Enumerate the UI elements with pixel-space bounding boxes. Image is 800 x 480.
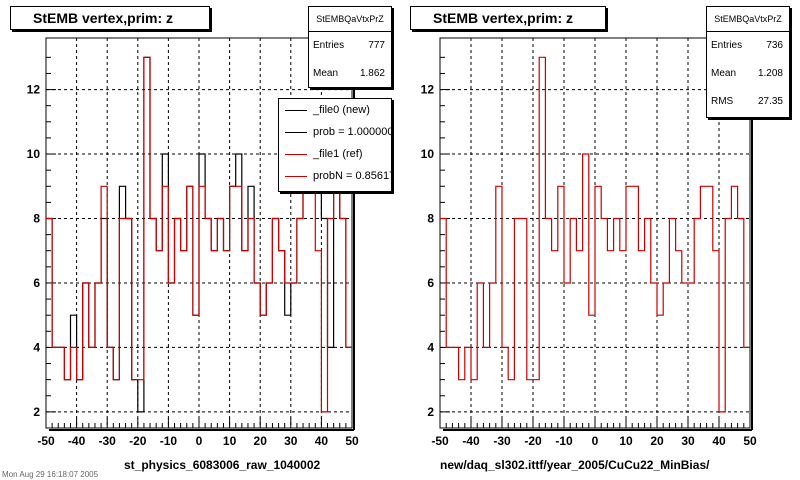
right-stats-entries: Entries 736 (711, 40, 783, 51)
x-tick-label: 0 (196, 434, 203, 448)
x-tick-label: 50 (743, 434, 757, 448)
x-tick-label: 30 (681, 434, 695, 448)
y-tick-label: 12 (27, 83, 41, 97)
legend-entry-prob: prob = 1.000000 (279, 121, 391, 143)
right-stats-box: StEMBQaVtxPrZ Entries 736 Mean 1.208 RMS 27… (706, 6, 790, 118)
x-tick-label: -20 (129, 434, 147, 448)
y-tick-label: 2 (427, 405, 434, 419)
x-tick-label: -50 (431, 434, 449, 448)
x-tick-label: -40 (68, 434, 86, 448)
histogram-ref-line (440, 56, 750, 413)
y-tick-label: 6 (427, 276, 434, 290)
x-tick-label: -20 (524, 434, 542, 448)
x-tick-label: -50 (37, 434, 55, 448)
histogram-ref-line (46, 56, 352, 413)
left-plot-title: StEMB vertex,prim: z (10, 6, 210, 30)
right-stats-mean: Mean 1.208 (711, 68, 783, 79)
left-x-axis-title: st_physics_6083006_raw_1040002 (124, 458, 321, 472)
x-tick-label: 0 (592, 434, 599, 448)
x-tick-label: 50 (345, 434, 359, 448)
y-tick-label: 4 (427, 340, 434, 354)
right-histogram-panel: -50 -40 -30 -20 -10 0 10 20 30 40 50 2 4 6 8 10 12 (421, 37, 757, 448)
x-tick-label: 30 (284, 434, 298, 448)
x-tick-label: 40 (712, 434, 726, 448)
left-stats-mean: Mean 1.862 (313, 68, 385, 79)
x-tick-label: 10 (619, 434, 633, 448)
left-legend: _file0 (new) prob = 1.000000 _file1 (ref… (278, 98, 392, 192)
y-tick-label: 8 (33, 211, 40, 225)
timestamp-footer: Mon Aug 29 16:18:07 2005 (2, 470, 99, 479)
y-tick-label: 12 (421, 83, 435, 97)
y-tick-label: 4 (33, 340, 40, 354)
x-tick-label: 40 (315, 434, 329, 448)
y-tick-label: 6 (33, 276, 40, 290)
x-tick-label: -10 (555, 434, 573, 448)
x-tick-label: -30 (99, 434, 117, 448)
right-stats-name: StEMBQaVtxPrZ (707, 7, 789, 32)
y-tick-label: 10 (27, 147, 41, 161)
left-stats-name: StEMBQaVtxPrZ (309, 7, 391, 32)
y-tick-label: 2 (33, 405, 40, 419)
x-tick-label: -10 (160, 434, 178, 448)
right-x-axis-title: new/daq_sl302.ittf/year_2005/CuCu22_MinB… (440, 458, 710, 472)
right-stats-rms: RMS 27.35 (711, 96, 783, 107)
legend-entry-file1: _file1 (ref) (279, 143, 391, 165)
right-plot-title: StEMB vertex,prim: z (410, 6, 606, 30)
x-tick-label: 20 (254, 434, 268, 448)
legend-entry-probn: probN = 0.856177 (279, 165, 391, 187)
x-tick-label: 20 (650, 434, 664, 448)
x-tick-label: -40 (462, 434, 480, 448)
y-tick-label: 10 (421, 147, 435, 161)
x-tick-label: -30 (493, 434, 511, 448)
left-stats-entries: Entries 777 (313, 40, 385, 51)
x-tick-label: 10 (223, 434, 237, 448)
legend-entry-file0: _file0 (new) (279, 99, 391, 121)
y-tick-label: 8 (427, 211, 434, 225)
left-stats-box: StEMBQaVtxPrZ Entries 777 Mean 1.862 (308, 6, 392, 88)
